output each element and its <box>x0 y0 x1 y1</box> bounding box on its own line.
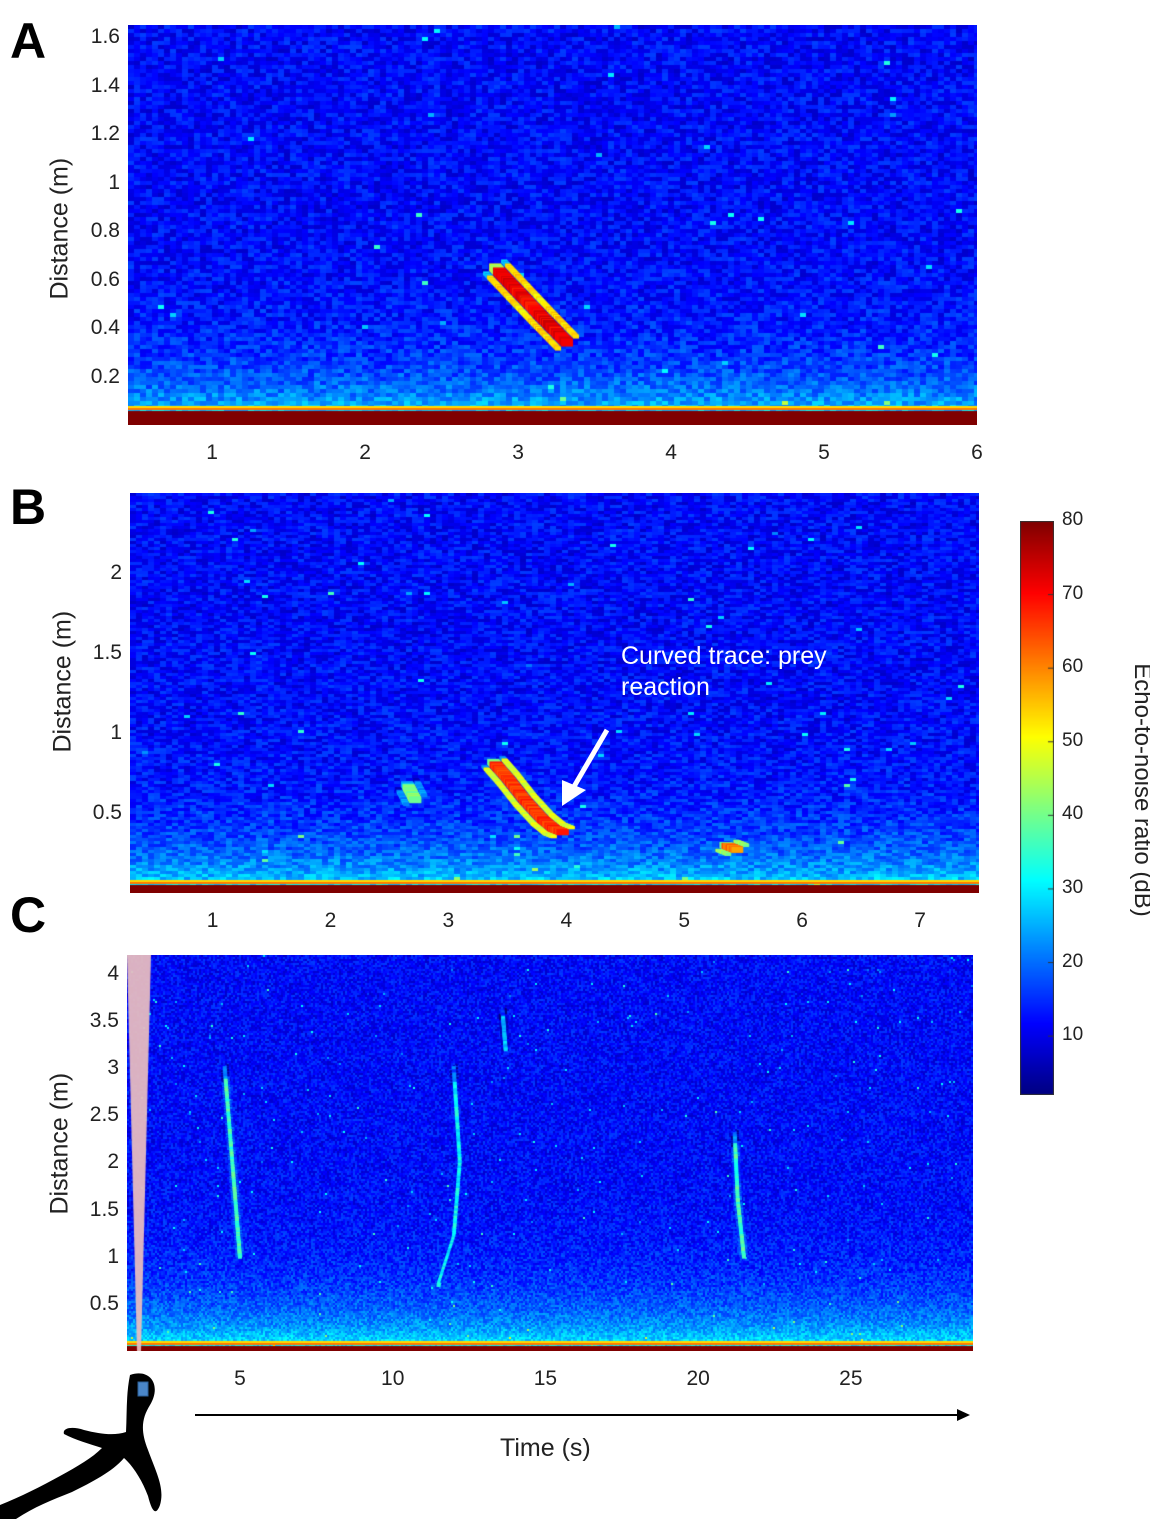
colorbar-tick-label: 10 <box>1062 1024 1084 1046</box>
y-tick-label: 0.5 <box>92 801 122 824</box>
y-tick-label: 0.6 <box>90 267 120 291</box>
x-tick-label: 1 <box>206 909 219 932</box>
x-tick-label: 5 <box>818 441 830 464</box>
y-tick-label: 1 <box>107 1244 119 1268</box>
x-tick-label: 6 <box>971 441 983 464</box>
x-tick-label: 25 <box>839 1367 863 1390</box>
colorbar-tick-label: 20 <box>1062 950 1084 972</box>
x-tick-label: 7 <box>914 909 926 932</box>
colorbar-tick-label: 30 <box>1062 876 1084 898</box>
prey-reaction-annotation: Curved trace: prey reaction <box>621 641 827 703</box>
x-tick-label: 2 <box>359 441 371 464</box>
y-tick-label: 0.2 <box>90 364 120 388</box>
y-tick-label: 0.8 <box>90 219 120 243</box>
x-tick-label: 5 <box>678 909 691 932</box>
x-tick-label: 2 <box>324 909 337 932</box>
y-tick-label: 1.6 <box>90 25 120 49</box>
colorbar-tick-label: 70 <box>1062 582 1084 604</box>
annotation-arrow <box>562 728 610 806</box>
y-tick-label: 1.2 <box>90 122 120 146</box>
y-tick-label: 0.5 <box>89 1291 119 1315</box>
y-tick-label: 0.4 <box>90 316 120 340</box>
panel-letter-a: A <box>10 13 47 69</box>
y-tick-label: 2.5 <box>89 1103 119 1127</box>
x-tick-label: 3 <box>512 441 524 464</box>
y-tick-label: 3.5 <box>89 1009 119 1032</box>
x-tick-label: 15 <box>533 1367 558 1390</box>
colorbar <box>1020 521 1054 1095</box>
colorbar-tick-label: 50 <box>1062 729 1084 751</box>
animal-silhouette-icon <box>0 1373 162 1519</box>
x-tick-label: 5 <box>234 1367 246 1390</box>
colorbar-tick-label: 40 <box>1062 803 1084 825</box>
time-axis-label: Time (s) <box>500 1434 591 1462</box>
y-tick-label: 1 <box>108 170 120 194</box>
x-tick-label: 6 <box>796 909 808 932</box>
x-tick-label: 20 <box>686 1367 710 1390</box>
annotation-line-1: Curved trace: prey <box>621 642 827 670</box>
panel-letter-b: B <box>10 479 47 535</box>
heatmap-panel-c <box>127 955 973 1351</box>
heatmap-panel-b <box>130 493 979 893</box>
x-tick-label: 4 <box>560 909 573 932</box>
x-tick-label: 3 <box>442 909 455 932</box>
x-tick-label: 10 <box>381 1367 405 1390</box>
colorbar-label: Echo-to-noise ratio (dB) <box>1129 663 1150 917</box>
y-tick-label: 1 <box>110 721 122 744</box>
time-axis-arrow <box>195 1409 970 1421</box>
colorbar-tick-label: 60 <box>1062 656 1084 678</box>
x-tick-label: 1 <box>206 441 218 464</box>
annotation-line-2: reaction <box>621 673 710 701</box>
y-tick-label: 2 <box>107 1150 119 1174</box>
y-tick-label: 4 <box>107 961 119 985</box>
panel-letter-c: C <box>10 887 47 943</box>
y-tick-label: 1.5 <box>89 1197 119 1221</box>
x-tick-label: 4 <box>665 441 677 464</box>
y-tick-label: 2 <box>110 561 122 584</box>
colorbar-tick-label: 80 <box>1062 509 1084 530</box>
y-tick-label: 1.5 <box>92 641 122 664</box>
y-tick-label: 1.4 <box>90 73 120 97</box>
y-tick-label: 3 <box>107 1056 119 1080</box>
heatmap-panel-a <box>128 25 977 425</box>
